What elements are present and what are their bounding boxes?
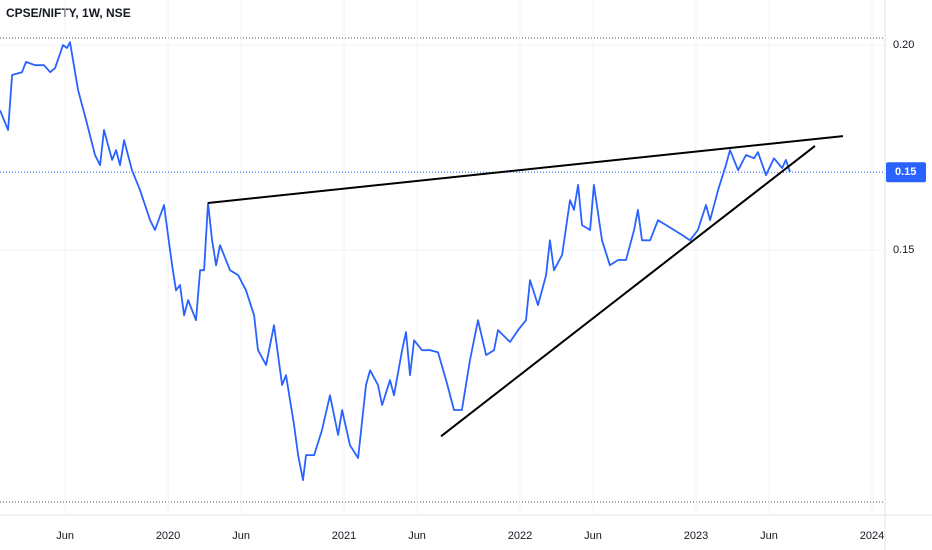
x-tick-label: 2024 [860,530,884,542]
price-line [0,41,791,482]
x-tick-label: Jun [584,530,602,542]
x-tick-label: 2023 [684,530,708,542]
last-price-box [886,162,926,183]
trendline [440,145,816,438]
y-tick-label: 0.15 [893,244,914,256]
y-tick-label: 0.20 [893,39,914,51]
x-tick-label: 2021 [332,530,356,542]
x-tick-label: Jun [232,530,250,542]
x-tick-label: Jun [56,530,74,542]
x-tick-label: 2022 [508,530,532,542]
trendline [207,135,844,204]
x-tick-label: Jun [408,530,426,542]
x-tick-label: 2020 [156,530,180,542]
last-price-label: 0.15 [895,166,916,178]
x-tick-label: Jun [760,530,778,542]
chart-title: CPSE/NIFTY, 1W, NSE [6,6,131,20]
